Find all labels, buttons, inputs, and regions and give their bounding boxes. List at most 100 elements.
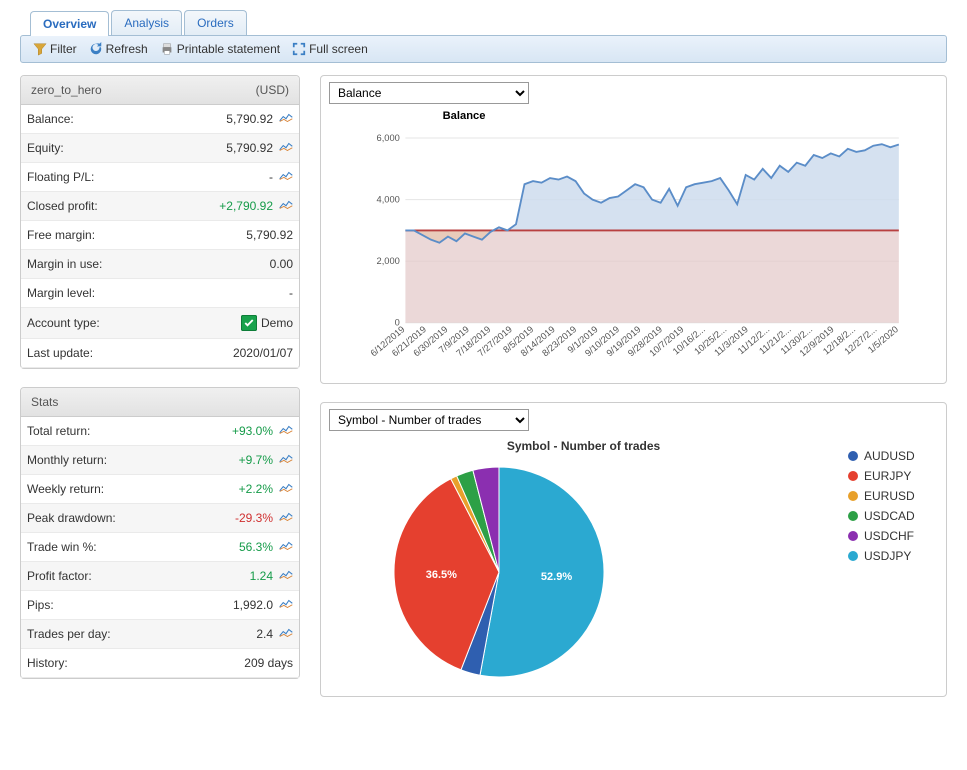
account-row: Free margin: 5,790.92 [21,221,299,250]
legend-swatch [848,511,858,521]
legend-item[interactable]: USDCHF [848,529,938,543]
legend-item[interactable]: EURJPY [848,469,938,483]
legend-label: USDCHF [864,529,914,543]
account-row: Balance:5,790.92 [21,105,299,134]
printable-button[interactable]: Printable statement [156,40,284,58]
pie-chart-panel: Symbol - Number of trades Symbol - Numbe… [320,402,947,697]
stats-label: Peak drawdown: [27,511,116,525]
account-label: Equity: [27,141,64,155]
mini-chart-icon[interactable] [279,170,293,184]
mini-chart-icon[interactable] [279,199,293,213]
refresh-button[interactable]: Refresh [85,40,152,58]
stats-row: Monthly return:+9.7% [21,446,299,475]
mini-chart-icon[interactable] [279,511,293,525]
legend-item[interactable]: USDCAD [848,509,938,523]
pie-legend: AUDUSD EURJPY EURUSD USDCAD USDCHF USDJPY [848,439,938,563]
legend-item[interactable]: USDJPY [848,549,938,563]
account-row: Account type: Demo [21,308,299,339]
account-panel-header: zero_to_hero (USD) [21,76,299,105]
stats-value: 209 days [244,656,293,670]
pie-chart: 52.9%36.5% [329,457,659,687]
account-currency: (USD) [256,83,289,97]
tab-overview[interactable]: Overview [30,11,109,36]
account-label: Free margin: [27,228,95,242]
account-value: - [289,286,293,300]
legend-label: EURUSD [864,489,915,503]
account-value: 2020/01/07 [233,346,293,360]
mini-chart-icon[interactable] [279,424,293,438]
legend-label: USDJPY [864,549,911,563]
balance-chart-select[interactable]: Balance [329,82,529,104]
legend-item[interactable]: AUDUSD [848,449,938,463]
balance-chart: 02,0004,0006,000Balance6/12/20196/21/201… [329,104,938,374]
tabstrip: Overview Analysis Orders [30,10,947,35]
account-row: Closed profit:+2,790.92 [21,192,299,221]
account-label: Last update: [27,346,93,360]
svg-text:52.9%: 52.9% [541,571,572,583]
mini-chart-icon[interactable] [279,482,293,496]
account-value: 5,790.92 [246,228,293,242]
stats-row: Trades per day: 2.4 [21,620,299,649]
account-value: - [269,170,273,184]
legend-label: USDCAD [864,509,915,523]
svg-text:6,000: 6,000 [377,133,400,143]
account-type-value: Demo [261,316,293,330]
stats-value: 2.4 [256,627,273,641]
stats-value: 56.3% [239,540,273,554]
stats-value: +9.7% [239,453,273,467]
legend-label: AUDUSD [864,449,915,463]
account-label: Floating P/L: [27,170,94,184]
refresh-label: Refresh [106,42,148,56]
printer-icon [160,42,174,56]
legend-item[interactable]: EURUSD [848,489,938,503]
stats-label: Pips: [27,598,54,612]
funnel-icon [33,42,47,56]
stats-row: Peak drawdown:-29.3% [21,504,299,533]
account-row: Margin level:- [21,279,299,308]
stats-label: History: [27,656,68,670]
stats-label: Trades per day: [27,627,111,641]
account-label: Margin in use: [27,257,102,271]
balance-chart-panel: Balance 02,0004,0006,000Balance6/12/2019… [320,75,947,384]
tab-orders[interactable]: Orders [184,10,247,35]
account-row: Equity:5,790.92 [21,134,299,163]
fullscreen-icon [292,42,306,56]
stats-value: 1,992.0 [233,598,273,612]
stats-row: Trade win %: 56.3% [21,533,299,562]
svg-text:4,000: 4,000 [377,194,400,204]
mini-chart-icon[interactable] [279,540,293,554]
fullscreen-button[interactable]: Full screen [288,40,372,58]
pie-title: Symbol - Number of trades [329,439,838,457]
check-icon [241,315,257,331]
mini-chart-icon[interactable] [279,598,293,612]
stats-value: +2.2% [239,482,273,496]
stats-row: Profit factor:1.24 [21,562,299,591]
tab-analysis[interactable]: Analysis [111,10,182,35]
stats-label: Total return: [27,424,90,438]
stats-row: Total return:+93.0% [21,417,299,446]
legend-swatch [848,471,858,481]
legend-swatch [848,491,858,501]
svg-text:2,000: 2,000 [377,256,400,266]
mini-chart-icon[interactable] [279,569,293,583]
mini-chart-icon[interactable] [279,112,293,126]
stats-label: Weekly return: [27,482,104,496]
filter-button[interactable]: Filter [29,40,81,58]
pie-chart-select[interactable]: Symbol - Number of trades [329,409,529,431]
account-value: 5,790.92 [226,112,273,126]
stats-row: Pips: 1,992.0 [21,591,299,620]
mini-chart-icon[interactable] [279,141,293,155]
refresh-icon [89,42,103,56]
account-row: Floating P/L: - [21,163,299,192]
account-label: Account type: [27,316,100,330]
account-row: Last update: 2020/01/07 [21,339,299,368]
account-value: +2,790.92 [219,199,273,213]
account-name: zero_to_hero [31,83,102,97]
stats-row: Weekly return: +2.2% [21,475,299,504]
mini-chart-icon[interactable] [279,627,293,641]
filter-label: Filter [50,42,77,56]
stats-panel-header: Stats [21,388,299,417]
mini-chart-icon[interactable] [279,453,293,467]
stats-label: Trade win %: [27,540,97,554]
legend-swatch [848,551,858,561]
